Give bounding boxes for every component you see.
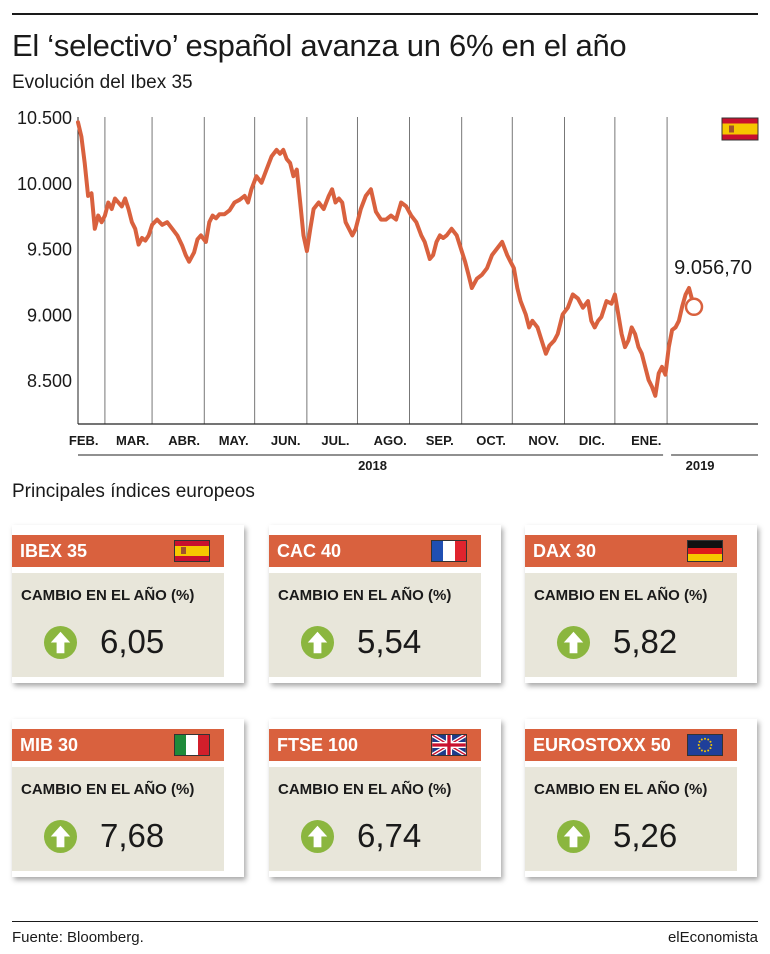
- card-header: IBEX 35: [12, 535, 224, 567]
- index-card: DAX 30 CAMBIO EN EL AÑO (%) 5,82: [525, 525, 757, 683]
- month-label: SEP.: [426, 433, 454, 448]
- card-header: DAX 30: [525, 535, 737, 567]
- chart-axes: 8.500 9.000 9.500 10.000 10.500 FEB. MAR. ABR. M…: [17, 108, 758, 473]
- month-label: AGO.: [374, 433, 407, 448]
- france-flag-icon: [431, 540, 467, 562]
- index-card: CAC 40 CAMBIO EN EL AÑO (%) 5,54: [269, 525, 501, 683]
- last-value-label: 9.056,70: [674, 257, 752, 279]
- month-label: DIC.: [579, 433, 605, 448]
- italy-flag-icon: [174, 734, 210, 756]
- index-name: IBEX 35: [20, 541, 88, 561]
- flag-emblem: [729, 125, 734, 133]
- section-title: Principales índices europeos: [12, 481, 255, 502]
- up-arrow-icon: [43, 819, 78, 854]
- index-card: IBEX 35 CAMBIO EN EL AÑO (%) 6,05: [12, 525, 244, 683]
- eu-flag-icon: [687, 734, 723, 756]
- change-value: 5,82: [613, 623, 678, 660]
- card-body: CAMBIO EN EL AÑO (%) 6,05: [12, 573, 224, 677]
- year-label: 2018: [358, 458, 387, 473]
- card-body: CAMBIO EN EL AÑO (%) 7,68: [12, 767, 224, 871]
- top-rule: [12, 13, 758, 15]
- month-label: NOV.: [528, 433, 559, 448]
- flag-stripe-yellow: [722, 123, 758, 135]
- month-label: FEB.: [69, 433, 99, 448]
- spain-flag-icon: [721, 117, 759, 141]
- change-value: 6,74: [357, 817, 422, 854]
- y-tick-label: 8.500: [27, 371, 72, 391]
- change-label: CAMBIO EN EL AÑO (%): [21, 587, 195, 604]
- page-subtitle: Evolución del Ibex 35: [12, 72, 193, 93]
- ibex-line-chart: 8.500 9.000 9.500 10.000 10.500 FEB. MAR. ABR. M…: [17, 108, 759, 473]
- index-name: EUROSTOXX 50: [533, 735, 671, 755]
- month-label: MAR.: [116, 433, 149, 448]
- y-tick-label: 9.000: [27, 305, 72, 325]
- bottom-rule: [12, 921, 758, 922]
- index-name: CAC 40: [277, 541, 342, 561]
- index-card: FTSE 100 CAMBIO EN EL AÑO (%) 6,74: [269, 719, 501, 877]
- change-value: 5,54: [357, 623, 422, 660]
- change-label: CAMBIO EN EL AÑO (%): [278, 781, 452, 798]
- index-name: FTSE 100: [277, 735, 359, 755]
- up-arrow-icon: [556, 625, 591, 660]
- index-name: DAX 30: [533, 541, 597, 561]
- card-body: CAMBIO EN EL AÑO (%) 6,74: [269, 767, 481, 871]
- change-label: CAMBIO EN EL AÑO (%): [21, 781, 195, 798]
- month-label: JUN.: [271, 433, 301, 448]
- index-card: MIB 30 CAMBIO EN EL AÑO (%) 7,68: [12, 719, 244, 877]
- page-title: El ‘selectivo’ español avanza un 6% en e…: [12, 28, 627, 63]
- card-body: CAMBIO EN EL AÑO (%) 5,54: [269, 573, 481, 677]
- spain-flag-icon: [174, 540, 210, 562]
- change-value: 6,05: [100, 623, 165, 660]
- index-name: MIB 30: [20, 735, 79, 755]
- last-point-marker: [684, 297, 704, 317]
- card-header: FTSE 100: [269, 729, 481, 761]
- card-body: CAMBIO EN EL AÑO (%) 5,82: [525, 573, 737, 677]
- up-arrow-icon: [300, 625, 335, 660]
- index-card: EUROSTOXX 50 CAMBIO EN EL AÑO (%) 5,26: [525, 719, 757, 877]
- change-value: 5,26: [613, 817, 678, 854]
- chart-grid: [104, 117, 668, 424]
- month-label: ABR.: [168, 433, 200, 448]
- y-tick-label: 10.000: [17, 174, 72, 194]
- change-label: CAMBIO EN EL AÑO (%): [278, 587, 452, 604]
- month-label: OCT.: [476, 433, 506, 448]
- card-header: EUROSTOXX 50: [525, 729, 737, 761]
- y-tick-label: 9.500: [27, 240, 72, 260]
- uk-flag-icon: [431, 734, 467, 756]
- y-tick-label: 10.500: [17, 108, 72, 128]
- germany-flag-icon: [687, 540, 723, 562]
- month-label: ENE.: [631, 433, 661, 448]
- up-arrow-icon: [556, 819, 591, 854]
- up-arrow-icon: [300, 819, 335, 854]
- up-arrow-icon: [43, 625, 78, 660]
- change-value: 7,68: [100, 817, 165, 854]
- card-header: MIB 30: [12, 729, 224, 761]
- chart-series: 9.056,70: [76, 120, 752, 398]
- ibex-series-line: [76, 120, 696, 398]
- card-header: CAC 40: [269, 535, 481, 567]
- change-label: CAMBIO EN EL AÑO (%): [534, 587, 708, 604]
- year-label: 2019: [686, 458, 715, 473]
- change-label: CAMBIO EN EL AÑO (%): [534, 781, 708, 798]
- month-label: MAY.: [219, 433, 249, 448]
- source-note: Fuente: Bloomberg.: [12, 929, 144, 946]
- brand-name: elEconomista: [667, 929, 758, 946]
- month-label: JUL.: [321, 433, 349, 448]
- card-body: CAMBIO EN EL AÑO (%) 5,26: [525, 767, 737, 871]
